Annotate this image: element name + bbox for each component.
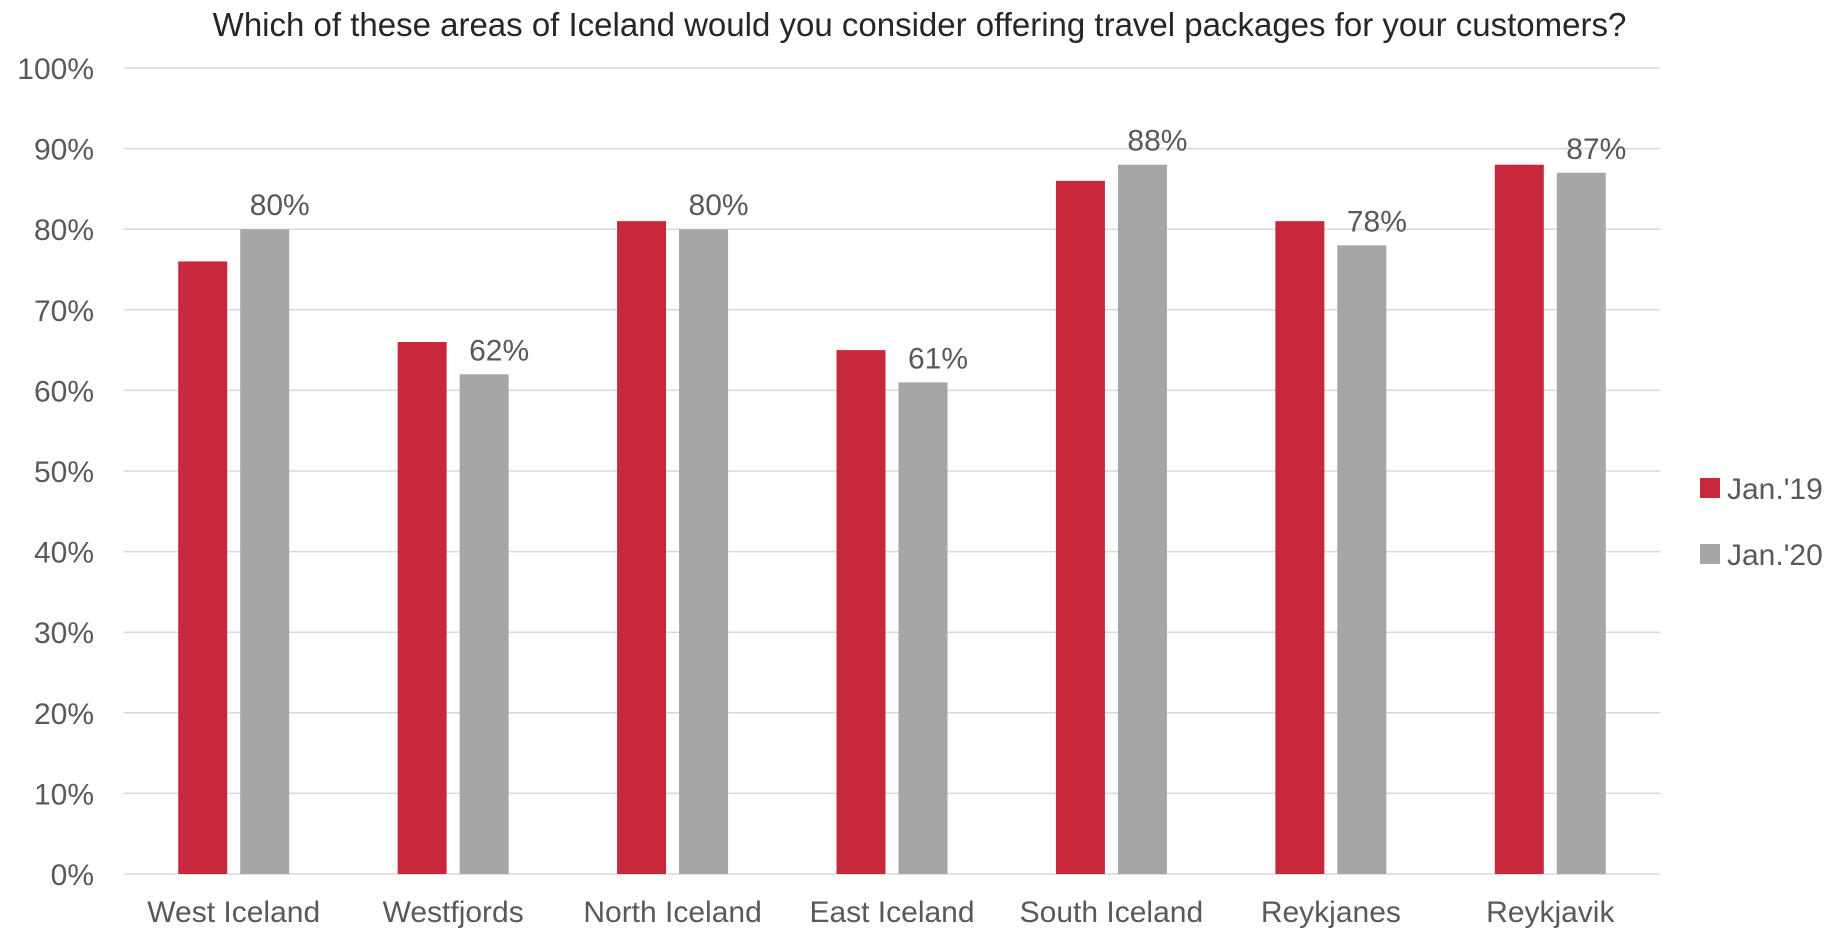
legend-label: Jan.'20 <box>1727 539 1823 572</box>
bar <box>1337 245 1387 874</box>
y-tick-label: 60% <box>34 375 94 408</box>
bar <box>898 382 948 874</box>
data-label: 78% <box>1347 205 1407 238</box>
bar <box>617 221 667 874</box>
legend-label: Jan.'19 <box>1727 473 1823 506</box>
bar <box>836 350 886 875</box>
bar <box>1494 164 1544 875</box>
x-category-label: East Iceland <box>809 896 974 929</box>
data-label: 80% <box>689 189 749 222</box>
bar <box>1055 180 1105 875</box>
bar <box>240 229 290 874</box>
bars <box>178 164 1606 875</box>
y-tick-label: 80% <box>34 214 94 247</box>
x-category-label: Reykjavik <box>1486 896 1615 929</box>
x-category-label: Reykjanes <box>1261 896 1401 929</box>
y-tick-label: 50% <box>34 456 94 489</box>
chart-title: Which of these areas of Iceland would yo… <box>212 6 1627 43</box>
bar <box>1117 164 1167 875</box>
legend-swatch <box>1700 544 1720 564</box>
y-tick-label: 30% <box>34 617 94 650</box>
x-category-label: North Iceland <box>583 896 761 929</box>
bar <box>679 229 729 874</box>
bar <box>1556 172 1606 874</box>
y-tick-label: 40% <box>34 537 94 570</box>
y-tick-label: 0% <box>51 859 94 892</box>
data-label: 80% <box>250 189 310 222</box>
gridlines <box>124 67 1660 875</box>
bar <box>397 342 447 874</box>
legend-swatch <box>1700 478 1720 498</box>
data-label: 61% <box>908 342 968 375</box>
bar <box>459 374 509 874</box>
bar <box>1275 221 1325 874</box>
data-label: 88% <box>1127 125 1187 158</box>
x-category-label: West Iceland <box>147 896 320 929</box>
x-category-label: South Iceland <box>1020 896 1203 929</box>
x-category-label: Westfjords <box>383 896 524 929</box>
y-tick-label: 70% <box>34 295 94 328</box>
y-tick-label: 100% <box>17 53 94 86</box>
data-label: 62% <box>469 334 529 367</box>
data-labels: 80% 62% 80% 61% 88% 78% 87% <box>250 125 1627 376</box>
y-axis-tick-labels: 0% 10% 20% 30% 40% 50% 60% 70% 80% 90% 100% <box>17 53 94 892</box>
legend: Jan.'19 Jan.'20 <box>1700 473 1823 572</box>
x-axis-category-labels: West Iceland Westfjords North Iceland East … <box>147 896 1615 929</box>
y-tick-label: 90% <box>34 134 94 167</box>
data-label: 87% <box>1566 133 1626 166</box>
y-tick-label: 10% <box>34 778 94 811</box>
y-tick-label: 20% <box>34 698 94 731</box>
bar <box>178 261 228 874</box>
